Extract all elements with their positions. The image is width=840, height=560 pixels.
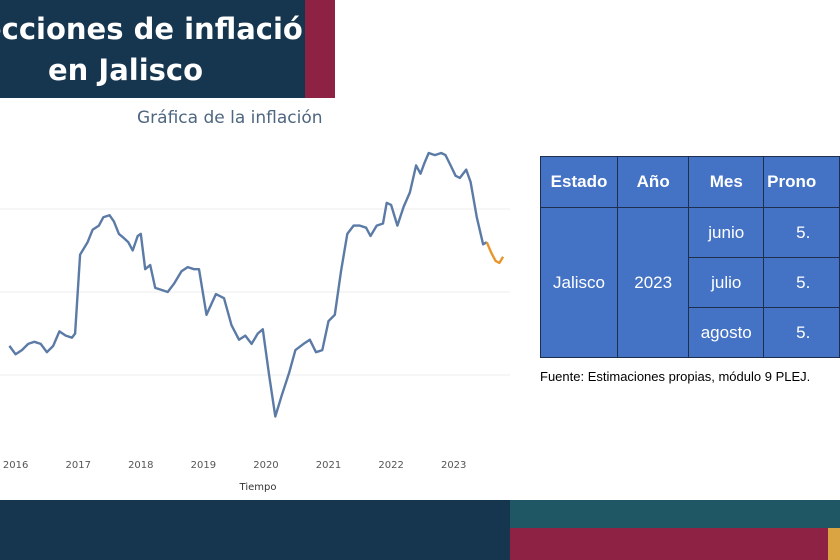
source-note: Fuente: Estimaciones propias, módulo 9 P…	[540, 369, 811, 384]
slide-title-line1: ecciones de inflación	[0, 12, 324, 46]
header-pronostico: Prono	[763, 156, 840, 208]
series-line-forecast	[485, 241, 505, 265]
header-mes: Mes	[688, 156, 765, 208]
cell-anio: 2023	[617, 207, 690, 358]
x-tick-label: 2022	[378, 460, 403, 471]
x-axis-label: Tiempo	[239, 482, 277, 493]
footer-band-gold	[828, 528, 840, 560]
cell-pronostico: 5.	[763, 207, 840, 258]
footer-band-teal	[510, 500, 840, 528]
header-anio: Año	[617, 156, 690, 208]
x-tick-label: 2017	[65, 460, 90, 471]
series-layer	[8, 151, 505, 418]
x-tick-label: 2018	[128, 460, 153, 471]
cell-pronostico: 5.	[763, 307, 840, 358]
header-estado: Estado	[539, 156, 619, 208]
chart-title: Gráfica de la inflación	[137, 108, 323, 128]
x-tick-label: 2020	[253, 460, 278, 471]
cell-estado: Jalisco	[539, 207, 619, 358]
cell-mes: julio	[688, 257, 765, 308]
cell-mes: agosto	[688, 307, 765, 358]
x-tick-label: 2016	[3, 460, 28, 471]
x-tick-label: 2019	[191, 460, 216, 471]
x-tick-labels: 2016 2017 2018 2019 2020 2021 2022 2023	[3, 460, 466, 471]
series-line-observed	[8, 151, 488, 418]
x-tick-label: 2021	[316, 460, 341, 471]
cell-mes: junio	[688, 207, 765, 258]
slide-title-line2: en Jalisco	[48, 53, 204, 87]
table-row: julio 5.	[541, 257, 840, 308]
table-row: Jalisco 2023 junio 5.	[539, 207, 840, 358]
x-tick-label: 2023	[441, 460, 466, 471]
title-banner: ecciones de inflación en Jalisco	[0, 0, 323, 98]
cell-pronostico: 5.	[763, 257, 840, 308]
footer-band-navy	[0, 500, 510, 560]
table-row: agosto 5.	[541, 307, 840, 358]
footer-band-red	[510, 528, 828, 560]
grid-lines	[0, 208, 510, 376]
inflation-chart: 2016 2017 2018 2019 2020 2021 2022 2023 Tiempo	[0, 151, 510, 493]
title-accent-bar	[305, 0, 335, 98]
table-header-row: Estado Año Mes Prono	[539, 156, 840, 208]
forecast-table: Estado Año Mes Prono Jalisco 2023 junio …	[539, 156, 840, 358]
